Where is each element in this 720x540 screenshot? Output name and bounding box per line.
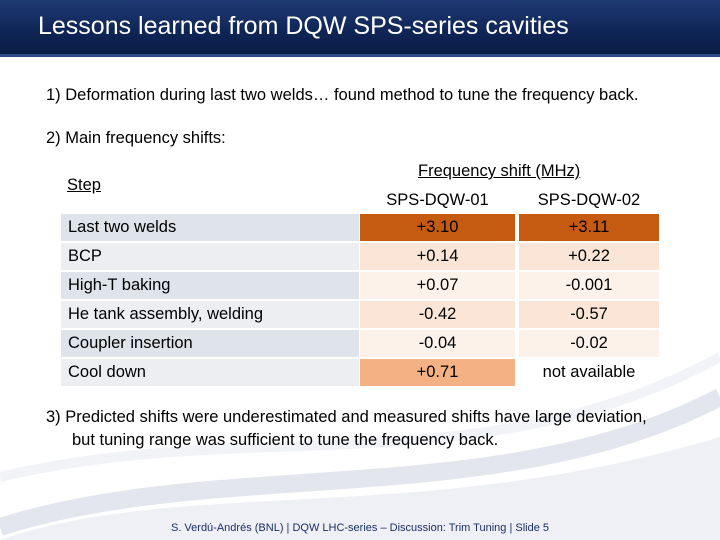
- title-bar: Lessons learned from DQW SPS-series cavi…: [0, 0, 720, 57]
- table-row-step: Last two welds: [61, 214, 359, 241]
- col-header-dqw02: SPS-DQW-02: [537, 191, 641, 209]
- table-cell-dqw01: -0.04: [360, 330, 515, 357]
- table-cell-dqw02: -0.02: [519, 330, 659, 357]
- table-cell-dqw01: +0.14: [360, 243, 515, 270]
- table-row-step: Coupler insertion: [61, 330, 359, 357]
- table-cell-dqw01: +0.71: [360, 359, 515, 386]
- table-cell-dqw02: +0.22: [519, 243, 659, 270]
- background-swirl: [0, 352, 720, 540]
- table-cell-dqw02: -0.001: [519, 272, 659, 299]
- point-2: 2) Main frequency shifts:: [46, 129, 226, 147]
- table-cell-dqw02: +3.11: [519, 214, 659, 241]
- table-cell-dqw01: +3.10: [360, 214, 515, 241]
- table-cell-dqw02: -0.57: [519, 301, 659, 328]
- table-row-step: He tank assembly, welding: [61, 301, 359, 328]
- table-row-step: Cool down: [61, 359, 359, 386]
- table-row-step: BCP: [61, 243, 359, 270]
- point-3-line-2: but tuning range was sufficient to tune …: [72, 431, 499, 449]
- point-3-line-1: 3) Predicted shifts were underestimated …: [46, 408, 647, 426]
- frequency-shift-header: Frequency shift (MHz): [418, 162, 581, 180]
- point-1: 1) Deformation during last two welds… fo…: [46, 86, 639, 104]
- slide-title: Lessons learned from DQW SPS-series cavi…: [38, 12, 569, 40]
- table-cell-dqw01: +0.07: [360, 272, 515, 299]
- title-underline: [0, 54, 720, 57]
- table-cell-dqw01: -0.42: [360, 301, 515, 328]
- col-header-dqw01: SPS-DQW-01: [386, 191, 489, 209]
- table-cell-dqw02: not available: [542, 363, 636, 381]
- table-row-step: High-T baking: [61, 272, 359, 299]
- slide-footer: S. Verdú-Andrés (BNL) | DQW LHC-series –…: [170, 522, 549, 534]
- step-header: Step: [67, 176, 101, 194]
